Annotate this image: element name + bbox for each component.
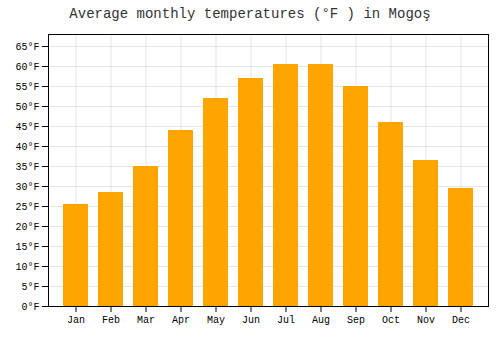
- svg-text:Feb: Feb: [102, 315, 120, 326]
- svg-text:5°F: 5°F: [21, 282, 39, 293]
- svg-text:45°F: 45°F: [15, 122, 39, 133]
- svg-text:Sep: Sep: [347, 315, 365, 326]
- svg-text:May: May: [207, 315, 225, 326]
- svg-text:30°F: 30°F: [15, 182, 39, 193]
- svg-text:25°F: 25°F: [15, 202, 39, 213]
- svg-text:Jan: Jan: [67, 315, 85, 326]
- html-text:Average monthly temperatures (: Average monthly temperatures (°F ) in Mo…: [69, 6, 431, 22]
- svg-text:Dec: Dec: [452, 315, 470, 326]
- svg-text:40°F: 40°F: [15, 142, 39, 153]
- svg-text:Nov: Nov: [417, 315, 435, 326]
- svg-text:50°F: 50°F: [15, 102, 39, 113]
- svg-text:Mar: Mar: [137, 315, 155, 326]
- svg-text:Oct: Oct: [382, 315, 400, 326]
- svg-text:Aug: Aug: [312, 315, 330, 326]
- svg-text:Jul: Jul: [277, 315, 295, 326]
- svg-text:0°F: 0°F: [21, 302, 39, 313]
- svg-text:35°F: 35°F: [15, 162, 39, 173]
- svg-text:55°F: 55°F: [15, 82, 39, 93]
- svg-text:65°F: 65°F: [15, 42, 39, 53]
- svg-text:15°F: 15°F: [15, 242, 39, 253]
- svg-text:Jun: Jun: [242, 315, 260, 326]
- svg-text:60°F: 60°F: [15, 62, 39, 73]
- svg-text:Apr: Apr: [172, 315, 190, 326]
- svg-text:20°F: 20°F: [15, 222, 39, 233]
- svg-text:10°F: 10°F: [15, 262, 39, 273]
